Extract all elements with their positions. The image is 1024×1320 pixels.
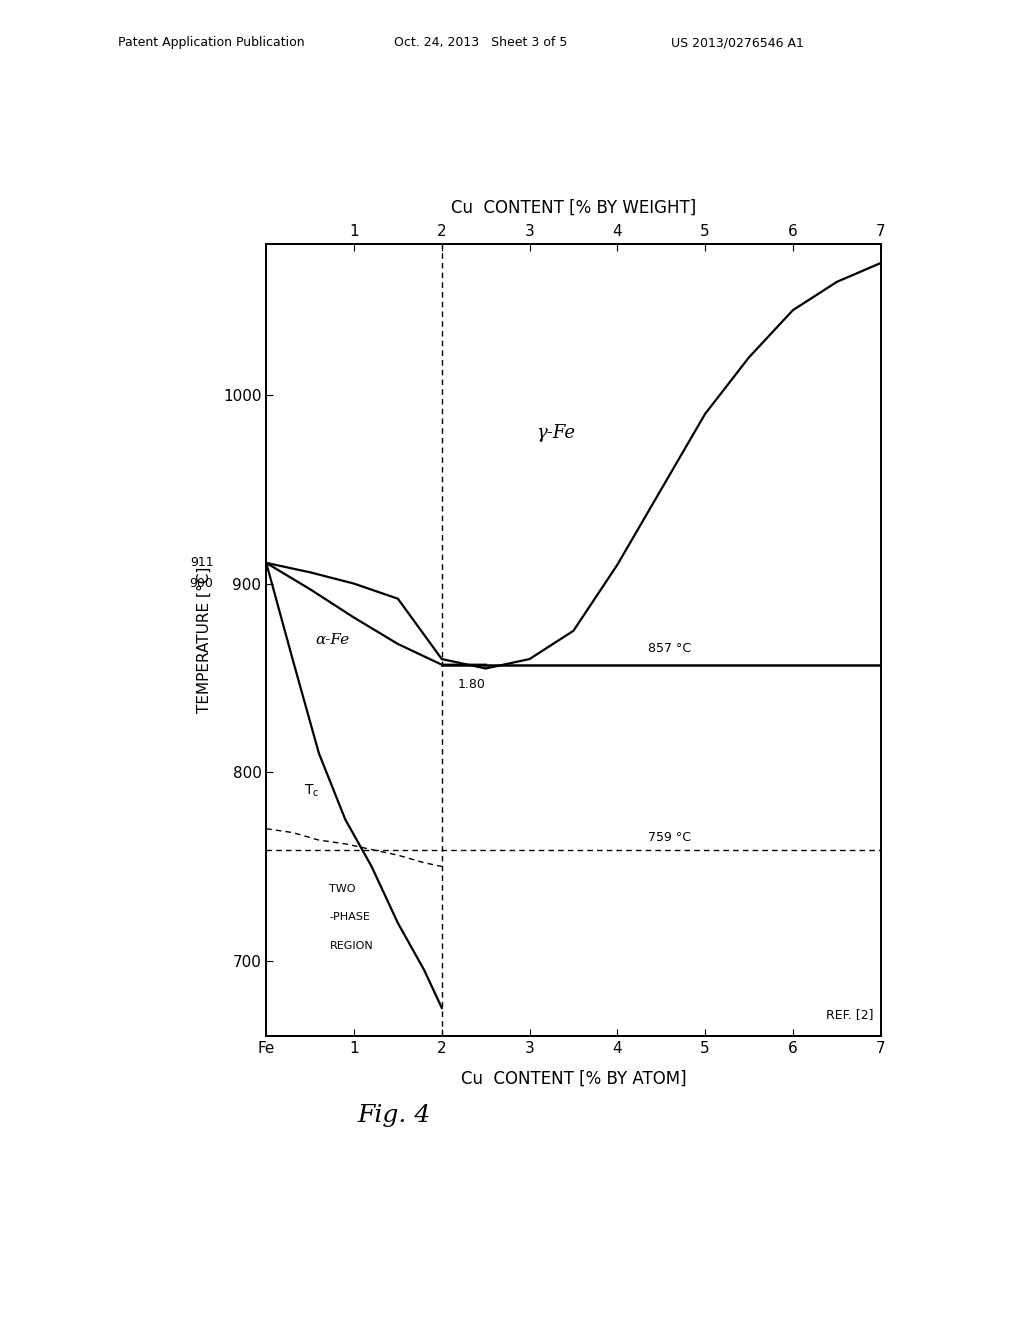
Text: 1.80: 1.80 — [458, 678, 485, 690]
Text: REGION: REGION — [330, 941, 373, 950]
Text: -PHASE: -PHASE — [330, 912, 371, 923]
Text: TWO: TWO — [330, 884, 356, 894]
Text: 911: 911 — [189, 557, 213, 569]
X-axis label: Cu  CONTENT [% BY ATOM]: Cu CONTENT [% BY ATOM] — [461, 1071, 686, 1088]
Text: US 2013/0276546 A1: US 2013/0276546 A1 — [671, 36, 804, 49]
Text: T$_\mathrm{c}$: T$_\mathrm{c}$ — [304, 783, 319, 799]
Y-axis label: TEMPERATURE [°C]: TEMPERATURE [°C] — [197, 568, 212, 713]
Text: 857 °C: 857 °C — [648, 643, 691, 655]
Text: Fig. 4: Fig. 4 — [357, 1104, 431, 1127]
Text: α-Fe: α-Fe — [315, 634, 349, 647]
Text: REF. [2]: REF. [2] — [826, 1008, 873, 1022]
Text: γ-Fe: γ-Fe — [537, 424, 575, 442]
Text: Oct. 24, 2013   Sheet 3 of 5: Oct. 24, 2013 Sheet 3 of 5 — [394, 36, 567, 49]
Text: Patent Application Publication: Patent Application Publication — [118, 36, 304, 49]
X-axis label: Cu  CONTENT [% BY WEIGHT]: Cu CONTENT [% BY WEIGHT] — [451, 199, 696, 218]
Text: 900: 900 — [189, 577, 213, 590]
Text: 759 °C: 759 °C — [648, 830, 691, 843]
